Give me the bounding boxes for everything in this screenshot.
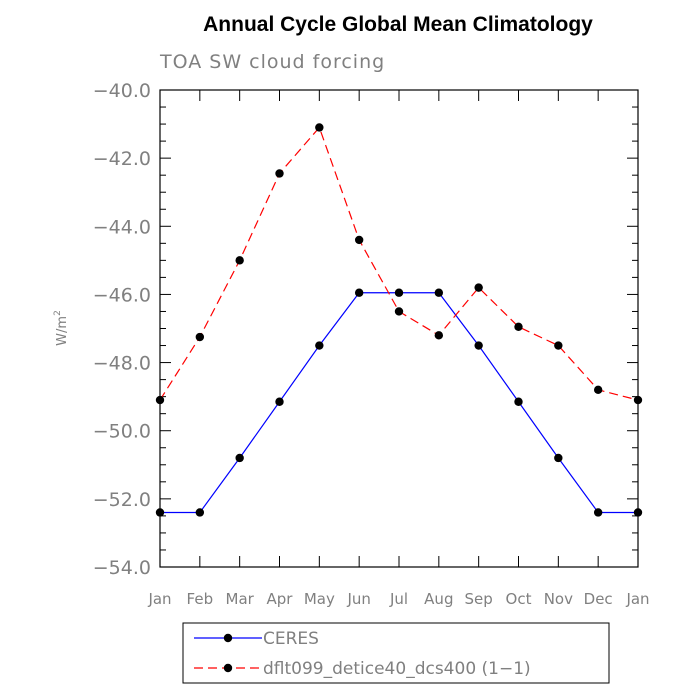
legend-marker-2: [223, 663, 233, 673]
x-tick-label: Feb: [187, 590, 214, 608]
data-point-series-2: [394, 307, 404, 316]
legend-marker-1: [223, 633, 233, 643]
chart-subtitle: TOA SW cloud forcing: [159, 51, 385, 73]
x-tick-label: Aug: [424, 590, 453, 608]
y-tick-label: −52.0: [93, 489, 151, 511]
x-tick-label: Nov: [544, 590, 573, 608]
plot-frame: [159, 89, 639, 568]
legend-box: [182, 622, 610, 684]
y-axis-label: W/m2: [53, 310, 70, 346]
data-point-series-1: [315, 341, 324, 350]
x-tick-label: Jul: [389, 590, 408, 608]
x-tick-label: Jan: [147, 590, 171, 608]
x-tick-label: May: [304, 590, 335, 608]
x-tick-label: Oct: [506, 590, 532, 608]
data-point-series-1: [354, 288, 364, 297]
legend: CERES dflt099_detice40_dcs400 (1−1): [182, 622, 610, 684]
x-tick-label: Jun: [346, 590, 370, 608]
data-point-series-2: [633, 395, 643, 405]
data-point-series-2: [434, 331, 444, 340]
data-point-series-1: [275, 397, 284, 406]
x-tick-label: Jan: [625, 590, 649, 608]
y-tick-label: −46.0: [93, 284, 151, 306]
data-point-series-1: [633, 508, 643, 517]
data-point-series-2: [195, 332, 205, 342]
x-tick-label: Mar: [226, 590, 255, 608]
series-line-1: [160, 292, 638, 514]
data-point-series-1: [195, 508, 205, 517]
y-tick-label: −42.0: [93, 148, 151, 170]
x-tick-label: Dec: [584, 590, 613, 608]
y-tick-label: −44.0: [93, 216, 151, 238]
data-point-series-2: [474, 283, 483, 292]
data-point-series-1: [155, 508, 165, 517]
plot-area: −54.0 −52.0 −50.0 −48.0 −46.0 −44.0 −42.0 −40.0…: [93, 80, 650, 608]
y-tick-label: −54.0: [93, 557, 151, 579]
data-point-series-2: [275, 169, 284, 178]
legend-label-1: CERES: [263, 629, 319, 649]
data-point-series-2: [235, 256, 244, 265]
series-line-2: [159, 126, 639, 401]
x-tick-label: Apr: [267, 590, 294, 608]
y-tick-label: −40.0: [93, 80, 151, 102]
data-point-series-2: [354, 235, 364, 245]
data-point-series-1: [514, 397, 523, 406]
data-point-series-1: [394, 288, 404, 297]
x-tick-label: Sep: [465, 590, 493, 608]
data-point-series-2: [593, 385, 603, 395]
y-axis-label-superscript: 2: [53, 310, 63, 316]
data-point-series-1: [235, 453, 244, 463]
data-point-series-2: [514, 322, 523, 331]
data-point-series-2: [315, 123, 324, 132]
data-point-series-2: [554, 341, 563, 350]
y-tick-label: −50.0: [93, 421, 151, 443]
data-point-series-1: [554, 453, 563, 463]
chart-title: Annual Cycle Global Mean Climatology: [203, 13, 593, 36]
data-point-series-2: [155, 395, 165, 405]
data-point-series-1: [474, 341, 483, 350]
y-axis-label-text: W/m: [55, 316, 70, 346]
data-point-series-1: [593, 508, 603, 517]
data-point-series-1: [434, 288, 444, 297]
y-tick-label: −48.0: [93, 353, 151, 375]
legend-label-2: dflt099_detice40_dcs400 (1−1): [263, 659, 531, 679]
